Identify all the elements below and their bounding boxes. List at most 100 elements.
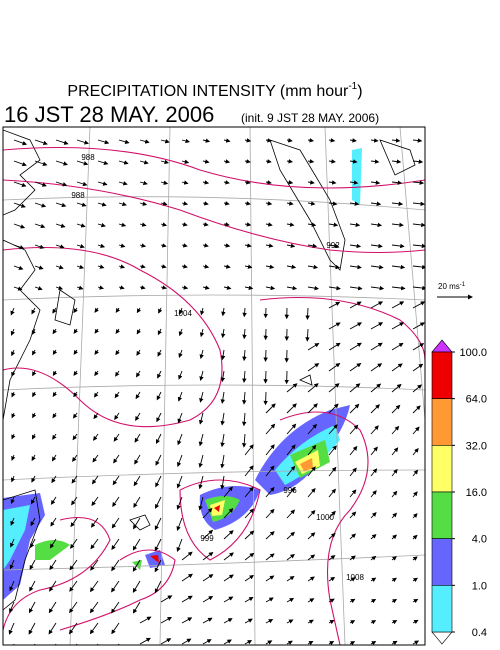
- wind-arrow: [265, 201, 273, 206]
- wind-arrow: [181, 617, 193, 624]
- isobar-label: 1008: [346, 573, 364, 582]
- wind-arrow: [244, 243, 252, 248]
- wind-arrow: [370, 555, 377, 561]
- wind-arrow: [90, 517, 99, 528]
- wind-arrow: [391, 490, 398, 498]
- wind-arrow: [349, 511, 357, 519]
- wind-arrow: [412, 513, 418, 519]
- wind-arrow: [160, 222, 168, 227]
- wind-arrow: [244, 159, 251, 164]
- wind-arrow: [244, 264, 253, 269]
- wind-arrow: [31, 475, 36, 483]
- wind-arrow: [391, 512, 398, 519]
- wind-arrow: [73, 349, 79, 355]
- wind-arrow: [176, 475, 183, 489]
- wind-arrow: [349, 533, 356, 540]
- wind-arrow: [202, 617, 213, 624]
- wind-arrow: [11, 391, 16, 398]
- wind-arrow: [328, 424, 338, 435]
- wind-arrow: [51, 454, 57, 462]
- wind-arrow: [307, 598, 315, 603]
- wind-arrow: [139, 139, 150, 144]
- wind-arrow: [91, 496, 99, 507]
- wind-arrow: [307, 264, 319, 270]
- wind-arrow: [118, 264, 126, 269]
- wind-arrow: [115, 328, 120, 334]
- wind-arrow: [286, 640, 293, 645]
- wind-arrow: [13, 265, 24, 270]
- wind-arrow: [69, 580, 78, 592]
- wind-arrow: [328, 445, 337, 456]
- wind-arrow: [391, 159, 402, 164]
- wind-arrow: [9, 559, 15, 570]
- title-text: PRECIPITATION INTENSITY (mm hour: [67, 83, 349, 100]
- wind-arrow: [34, 286, 43, 291]
- wind-arrow: [307, 180, 315, 185]
- wind-arrow: [202, 529, 214, 540]
- wind-arrow: [286, 285, 298, 291]
- wind-arrow: [10, 517, 15, 526]
- wind-arrow: [220, 433, 225, 448]
- wind-arrow: [286, 597, 295, 603]
- wind-arrow: [265, 138, 272, 143]
- wind-arrow: [55, 181, 68, 187]
- wind-arrow: [412, 448, 419, 456]
- wind-arrow: [202, 574, 214, 582]
- wind-arrow: [10, 328, 15, 336]
- wind-arrow: [11, 433, 16, 440]
- wind-arrow: [349, 264, 362, 270]
- wind-arrow: [8, 622, 15, 635]
- wind-arrow: [202, 159, 210, 164]
- wind-arrow: [181, 180, 189, 185]
- wind-arrow: [328, 576, 336, 582]
- wind-arrow: [154, 538, 162, 552]
- wind-arrow: [328, 285, 341, 291]
- wind-arrow: [154, 559, 162, 573]
- wind-arrow: [155, 475, 162, 488]
- wind-arrow: [223, 222, 230, 227]
- wind-arrow: [370, 180, 381, 185]
- wind-arrow: [136, 370, 141, 378]
- isobars: [3, 146, 425, 645]
- wind-arrow: [154, 580, 162, 594]
- wind-arrow: [412, 384, 422, 393]
- wind-arrow: [156, 412, 162, 423]
- wind-arrow: [286, 201, 294, 206]
- wind-arrow: [198, 475, 204, 490]
- wind-arrow: [244, 508, 255, 519]
- wind-arrow: [118, 181, 128, 186]
- wind-arrow: [132, 559, 141, 572]
- wind-scale-exponent: -1: [460, 282, 466, 288]
- wind-arrow: [157, 328, 162, 336]
- wind-arrow: [76, 264, 85, 270]
- wind-arrow: [328, 159, 336, 164]
- wind-arrow: [391, 180, 403, 185]
- wind-arrow: [370, 446, 378, 456]
- wind-arrow: [139, 264, 146, 269]
- wind-arrow: [11, 349, 16, 357]
- wind-arrow: [391, 404, 401, 414]
- wind-scale-label: 20 ms-1: [438, 282, 466, 291]
- wind-arrow: [51, 475, 57, 484]
- wind-arrow: [391, 285, 406, 291]
- wind-arrow: [34, 160, 48, 166]
- wind-arrow: [223, 596, 234, 603]
- wind-arrow: [370, 285, 385, 291]
- wind-arrow: [370, 159, 380, 164]
- wind-arrow: [93, 412, 99, 420]
- wind-arrow: [49, 538, 57, 549]
- wind-arrow: [76, 202, 87, 207]
- wind-arrow: [48, 601, 57, 614]
- wind-arrow: [412, 577, 418, 583]
- wind-arrow: [31, 328, 36, 335]
- wind-arrow: [136, 307, 142, 314]
- wind-arrow: [286, 553, 295, 561]
- wind-arrow: [265, 403, 276, 414]
- wind-arrow: [52, 349, 58, 356]
- wind-arrow: [114, 412, 120, 420]
- wind-arrow: [13, 244, 25, 250]
- wind-arrow: [97, 243, 106, 248]
- wind-arrow: [220, 349, 226, 361]
- colorbar-label: 16.0: [466, 487, 487, 499]
- colorbar-label: 32.0: [466, 440, 487, 452]
